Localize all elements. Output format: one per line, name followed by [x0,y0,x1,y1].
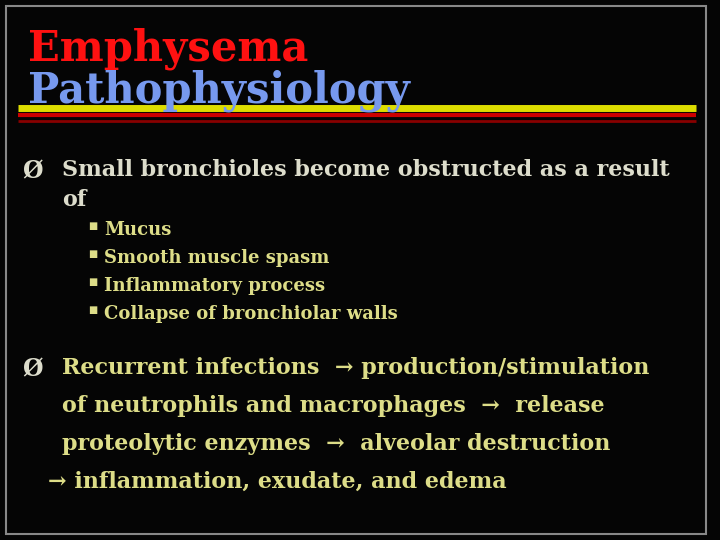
Text: Pathophysiology: Pathophysiology [28,70,410,112]
Text: of neutrophils and macrophages  →  release: of neutrophils and macrophages → release [62,395,605,417]
Text: ■: ■ [88,249,97,259]
Text: ■: ■ [88,305,97,315]
Text: → inflammation, exudate, and edema: → inflammation, exudate, and edema [48,471,507,493]
Text: ■: ■ [88,221,97,231]
Text: Ø: Ø [22,159,42,183]
Text: Mucus: Mucus [104,221,171,239]
Text: Collapse of bronchiolar walls: Collapse of bronchiolar walls [104,305,397,323]
Text: Emphysema: Emphysema [28,28,308,71]
Text: Ø: Ø [22,357,42,381]
Text: Inflammatory process: Inflammatory process [104,277,325,295]
Text: Smooth muscle spasm: Smooth muscle spasm [104,249,329,267]
Text: Small bronchioles become obstructed as a result: Small bronchioles become obstructed as a… [62,159,670,181]
Text: ■: ■ [88,277,97,287]
Text: proteolytic enzymes  →  alveolar destruction: proteolytic enzymes → alveolar destructi… [62,433,611,455]
Text: Recurrent infections  → production/stimulation: Recurrent infections → production/stimul… [62,357,649,379]
Text: of: of [62,189,86,211]
